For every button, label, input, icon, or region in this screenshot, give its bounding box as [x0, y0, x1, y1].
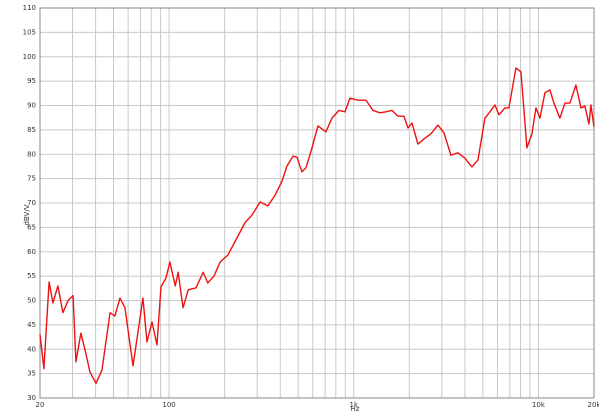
y-tick-label: 30 [27, 394, 36, 402]
y-tick-label: 75 [27, 175, 36, 183]
y-tick-label: 110 [23, 4, 36, 12]
y-tick-label: 100 [23, 53, 36, 61]
y-tick-label: 65 [27, 223, 36, 231]
y-tick-label: 80 [27, 150, 36, 158]
y-tick-label: 70 [27, 199, 36, 207]
y-tick-label: 95 [27, 77, 36, 85]
y-tick-label: 60 [27, 248, 36, 256]
x-tick-label: 20 [36, 401, 45, 409]
y-tick-label: 85 [27, 126, 36, 134]
x-axis-label: Hz [351, 405, 360, 413]
plot-frame [39, 7, 595, 399]
y-tick-label: 40 [27, 345, 36, 353]
y-tick-label: 55 [27, 272, 36, 280]
y-tick-label: 50 [27, 297, 36, 305]
x-tick-label: 1k [349, 401, 358, 409]
data-line [39, 67, 595, 385]
y-tick-label: 35 [27, 370, 36, 378]
x-tick-label: 10k [532, 401, 546, 409]
y-tick-label: 105 [23, 28, 36, 36]
y-tick-label: 45 [27, 321, 36, 329]
y-tick-label: 90 [27, 102, 36, 110]
y-axis-label: dBV/V [23, 204, 31, 225]
x-tick-label: 100 [162, 401, 175, 409]
x-tick-label: 20k [588, 401, 599, 409]
